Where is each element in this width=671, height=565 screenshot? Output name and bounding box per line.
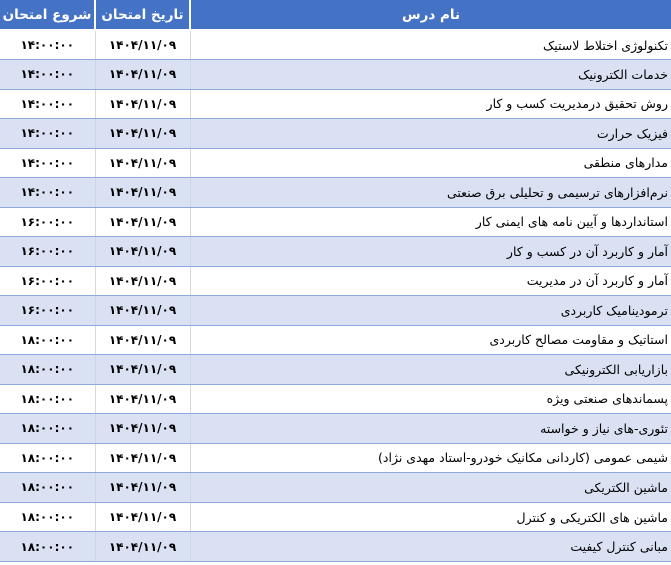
cell-start-time: ۱۸:۰۰:۰۰ xyxy=(0,531,95,562)
cell-start-time: ۱۴:۰۰:۰۰ xyxy=(0,177,95,208)
cell-exam-date: ۱۴۰۴/۱۱/۰۹ xyxy=(94,472,190,503)
cell-start-time: ۱۴:۰۰:۰۰ xyxy=(0,89,95,120)
cell-course-name: بازاریابی الکترونیکی xyxy=(189,354,671,385)
cell-start-time: ۱۸:۰۰:۰۰ xyxy=(0,443,95,474)
cell-exam-date: ۱۴۰۴/۱۱/۰۹ xyxy=(94,325,190,356)
cell-start-time: ۱۸:۰۰:۰۰ xyxy=(0,472,95,503)
cell-course-name: فیزیک حرارت xyxy=(189,118,671,149)
cell-course-name: پسماندهای صنعتی ویژه xyxy=(189,384,671,415)
cell-exam-date: ۱۴۰۴/۱۱/۰۹ xyxy=(94,118,190,149)
cell-start-time: ۱۴:۰۰:۰۰ xyxy=(0,148,95,179)
cell-start-time: ۱۸:۰۰:۰۰ xyxy=(0,354,95,385)
cell-course-name: خدمات الکترونیک xyxy=(189,59,671,90)
cell-exam-date: ۱۴۰۴/۱۱/۰۹ xyxy=(94,266,190,297)
table-row: بازاریابی الکترونیکی ۱۴۰۴/۱۱/۰۹ ۱۸:۰۰:۰۰ xyxy=(0,354,671,385)
table-header-row: نام درس تاریخ امتحان شروع امتحان xyxy=(0,0,671,31)
table-row: خدمات الکترونیک ۱۴۰۴/۱۱/۰۹ ۱۴:۰۰:۰۰ xyxy=(0,59,671,90)
table-row: ماشین الکتریکی ۱۴۰۴/۱۱/۰۹ ۱۸:۰۰:۰۰ xyxy=(0,472,671,503)
cell-course-name: تکنولوژی اختلاط لاستیک xyxy=(189,30,671,61)
cell-course-name: استاتیک و مقاومت مصالح کاربردی xyxy=(189,325,671,356)
cell-start-time: ۱۴:۰۰:۰۰ xyxy=(0,59,95,90)
table-row: پسماندهای صنعتی ویژه ۱۴۰۴/۱۱/۰۹ ۱۸:۰۰:۰۰ xyxy=(0,384,671,415)
cell-start-time: ۱۴:۰۰:۰۰ xyxy=(0,118,95,149)
table-row: نرم‌افزارهای ترسیمی و تحلیلی برق صنعتی ۱۴… xyxy=(0,177,671,208)
cell-course-name: مبانی کنترل کیفیت xyxy=(189,531,671,562)
cell-exam-date: ۱۴۰۴/۱۱/۰۹ xyxy=(94,148,190,179)
cell-exam-date: ۱۴۰۴/۱۱/۰۹ xyxy=(94,177,190,208)
column-header-start-time: شروع امتحان xyxy=(0,0,95,31)
table-row: ماشین های الکتریکی و کنترل ۱۴۰۴/۱۱/۰۹ ۱۸:۰… xyxy=(0,502,671,533)
table-row: استانداردها و آیین نامه های ایمنی کار ۱۴۰… xyxy=(0,207,671,238)
cell-exam-date: ۱۴۰۴/۱۱/۰۹ xyxy=(94,30,190,61)
table-row: مدارهای منطقی ۱۴۰۴/۱۱/۰۹ ۱۴:۰۰:۰۰ xyxy=(0,148,671,179)
column-header-course-name: نام درس xyxy=(189,0,671,31)
cell-course-name: نرم‌افزارهای ترسیمی و تحلیلی برق صنعتی xyxy=(189,177,671,208)
cell-start-time: ۱۸:۰۰:۰۰ xyxy=(0,413,95,444)
cell-start-time: ۱۶:۰۰:۰۰ xyxy=(0,266,95,297)
cell-course-name: ترمودینامیک کاربردی xyxy=(189,295,671,326)
cell-exam-date: ۱۴۰۴/۱۱/۰۹ xyxy=(94,413,190,444)
cell-course-name: آمار و کاربرد آن در کسب و کار xyxy=(189,236,671,267)
table-row: روش تحقیق درمدیریت کسب و کار ۱۴۰۴/۱۱/۰۹ ۱۴… xyxy=(0,89,671,120)
table-row: مبانی کنترل کیفیت ۱۴۰۴/۱۱/۰۹ ۱۸:۰۰:۰۰ xyxy=(0,531,671,562)
cell-exam-date: ۱۴۰۴/۱۱/۰۹ xyxy=(94,354,190,385)
table-row: تکنولوژی اختلاط لاستیک ۱۴۰۴/۱۱/۰۹ ۱۴:۰۰:۰۰ xyxy=(0,30,671,61)
cell-start-time: ۱۸:۰۰:۰۰ xyxy=(0,325,95,356)
cell-start-time: ۱۶:۰۰:۰۰ xyxy=(0,236,95,267)
table-row: شیمی عمومی (کاردانی مکانیک خودرو-استاد م… xyxy=(0,443,671,474)
cell-course-name: آمار و کاربرد آن در مدیریت xyxy=(189,266,671,297)
cell-course-name: ماشین های الکتریکی و کنترل xyxy=(189,502,671,533)
cell-exam-date: ۱۴۰۴/۱۱/۰۹ xyxy=(94,207,190,238)
cell-exam-date: ۱۴۰۴/۱۱/۰۹ xyxy=(94,502,190,533)
cell-start-time: ۱۸:۰۰:۰۰ xyxy=(0,502,95,533)
cell-course-name: استانداردها و آیین نامه های ایمنی کار xyxy=(189,207,671,238)
cell-course-name: تئوری-های نیاز و خواسته xyxy=(189,413,671,444)
table-row: آمار و کاربرد آن در کسب و کار ۱۴۰۴/۱۱/۰۹ ۱… xyxy=(0,236,671,267)
column-header-exam-date: تاریخ امتحان xyxy=(94,0,190,31)
cell-exam-date: ۱۴۰۴/۱۱/۰۹ xyxy=(94,384,190,415)
cell-start-time: ۱۶:۰۰:۰۰ xyxy=(0,207,95,238)
table-row: فیزیک حرارت ۱۴۰۴/۱۱/۰۹ ۱۴:۰۰:۰۰ xyxy=(0,118,671,149)
table-row: استاتیک و مقاومت مصالح کاربردی ۱۴۰۴/۱۱/۰۹… xyxy=(0,325,671,356)
table-row: ترمودینامیک کاربردی ۱۴۰۴/۱۱/۰۹ ۱۶:۰۰:۰۰ xyxy=(0,295,671,326)
cell-course-name: ماشین الکتریکی xyxy=(189,472,671,503)
cell-start-time: ۱۶:۰۰:۰۰ xyxy=(0,295,95,326)
cell-course-name: شیمی عمومی (کاردانی مکانیک خودرو-استاد م… xyxy=(189,443,671,474)
table-row: تئوری-های نیاز و خواسته ۱۴۰۴/۱۱/۰۹ ۱۸:۰۰:۰… xyxy=(0,413,671,444)
cell-exam-date: ۱۴۰۴/۱۱/۰۹ xyxy=(94,531,190,562)
table-row: آمار و کاربرد آن در مدیریت ۱۴۰۴/۱۱/۰۹ ۱۶:۰… xyxy=(0,266,671,297)
cell-exam-date: ۱۴۰۴/۱۱/۰۹ xyxy=(94,89,190,120)
table-body: تکنولوژی اختلاط لاستیک ۱۴۰۴/۱۱/۰۹ ۱۴:۰۰:۰۰… xyxy=(0,30,671,562)
cell-exam-date: ۱۴۰۴/۱۱/۰۹ xyxy=(94,59,190,90)
cell-exam-date: ۱۴۰۴/۱۱/۰۹ xyxy=(94,443,190,474)
cell-exam-date: ۱۴۰۴/۱۱/۰۹ xyxy=(94,295,190,326)
cell-start-time: ۱۸:۰۰:۰۰ xyxy=(0,384,95,415)
cell-exam-date: ۱۴۰۴/۱۱/۰۹ xyxy=(94,236,190,267)
cell-course-name: مدارهای منطقی xyxy=(189,148,671,179)
cell-start-time: ۱۴:۰۰:۰۰ xyxy=(0,30,95,61)
cell-course-name: روش تحقیق درمدیریت کسب و کار xyxy=(189,89,671,120)
